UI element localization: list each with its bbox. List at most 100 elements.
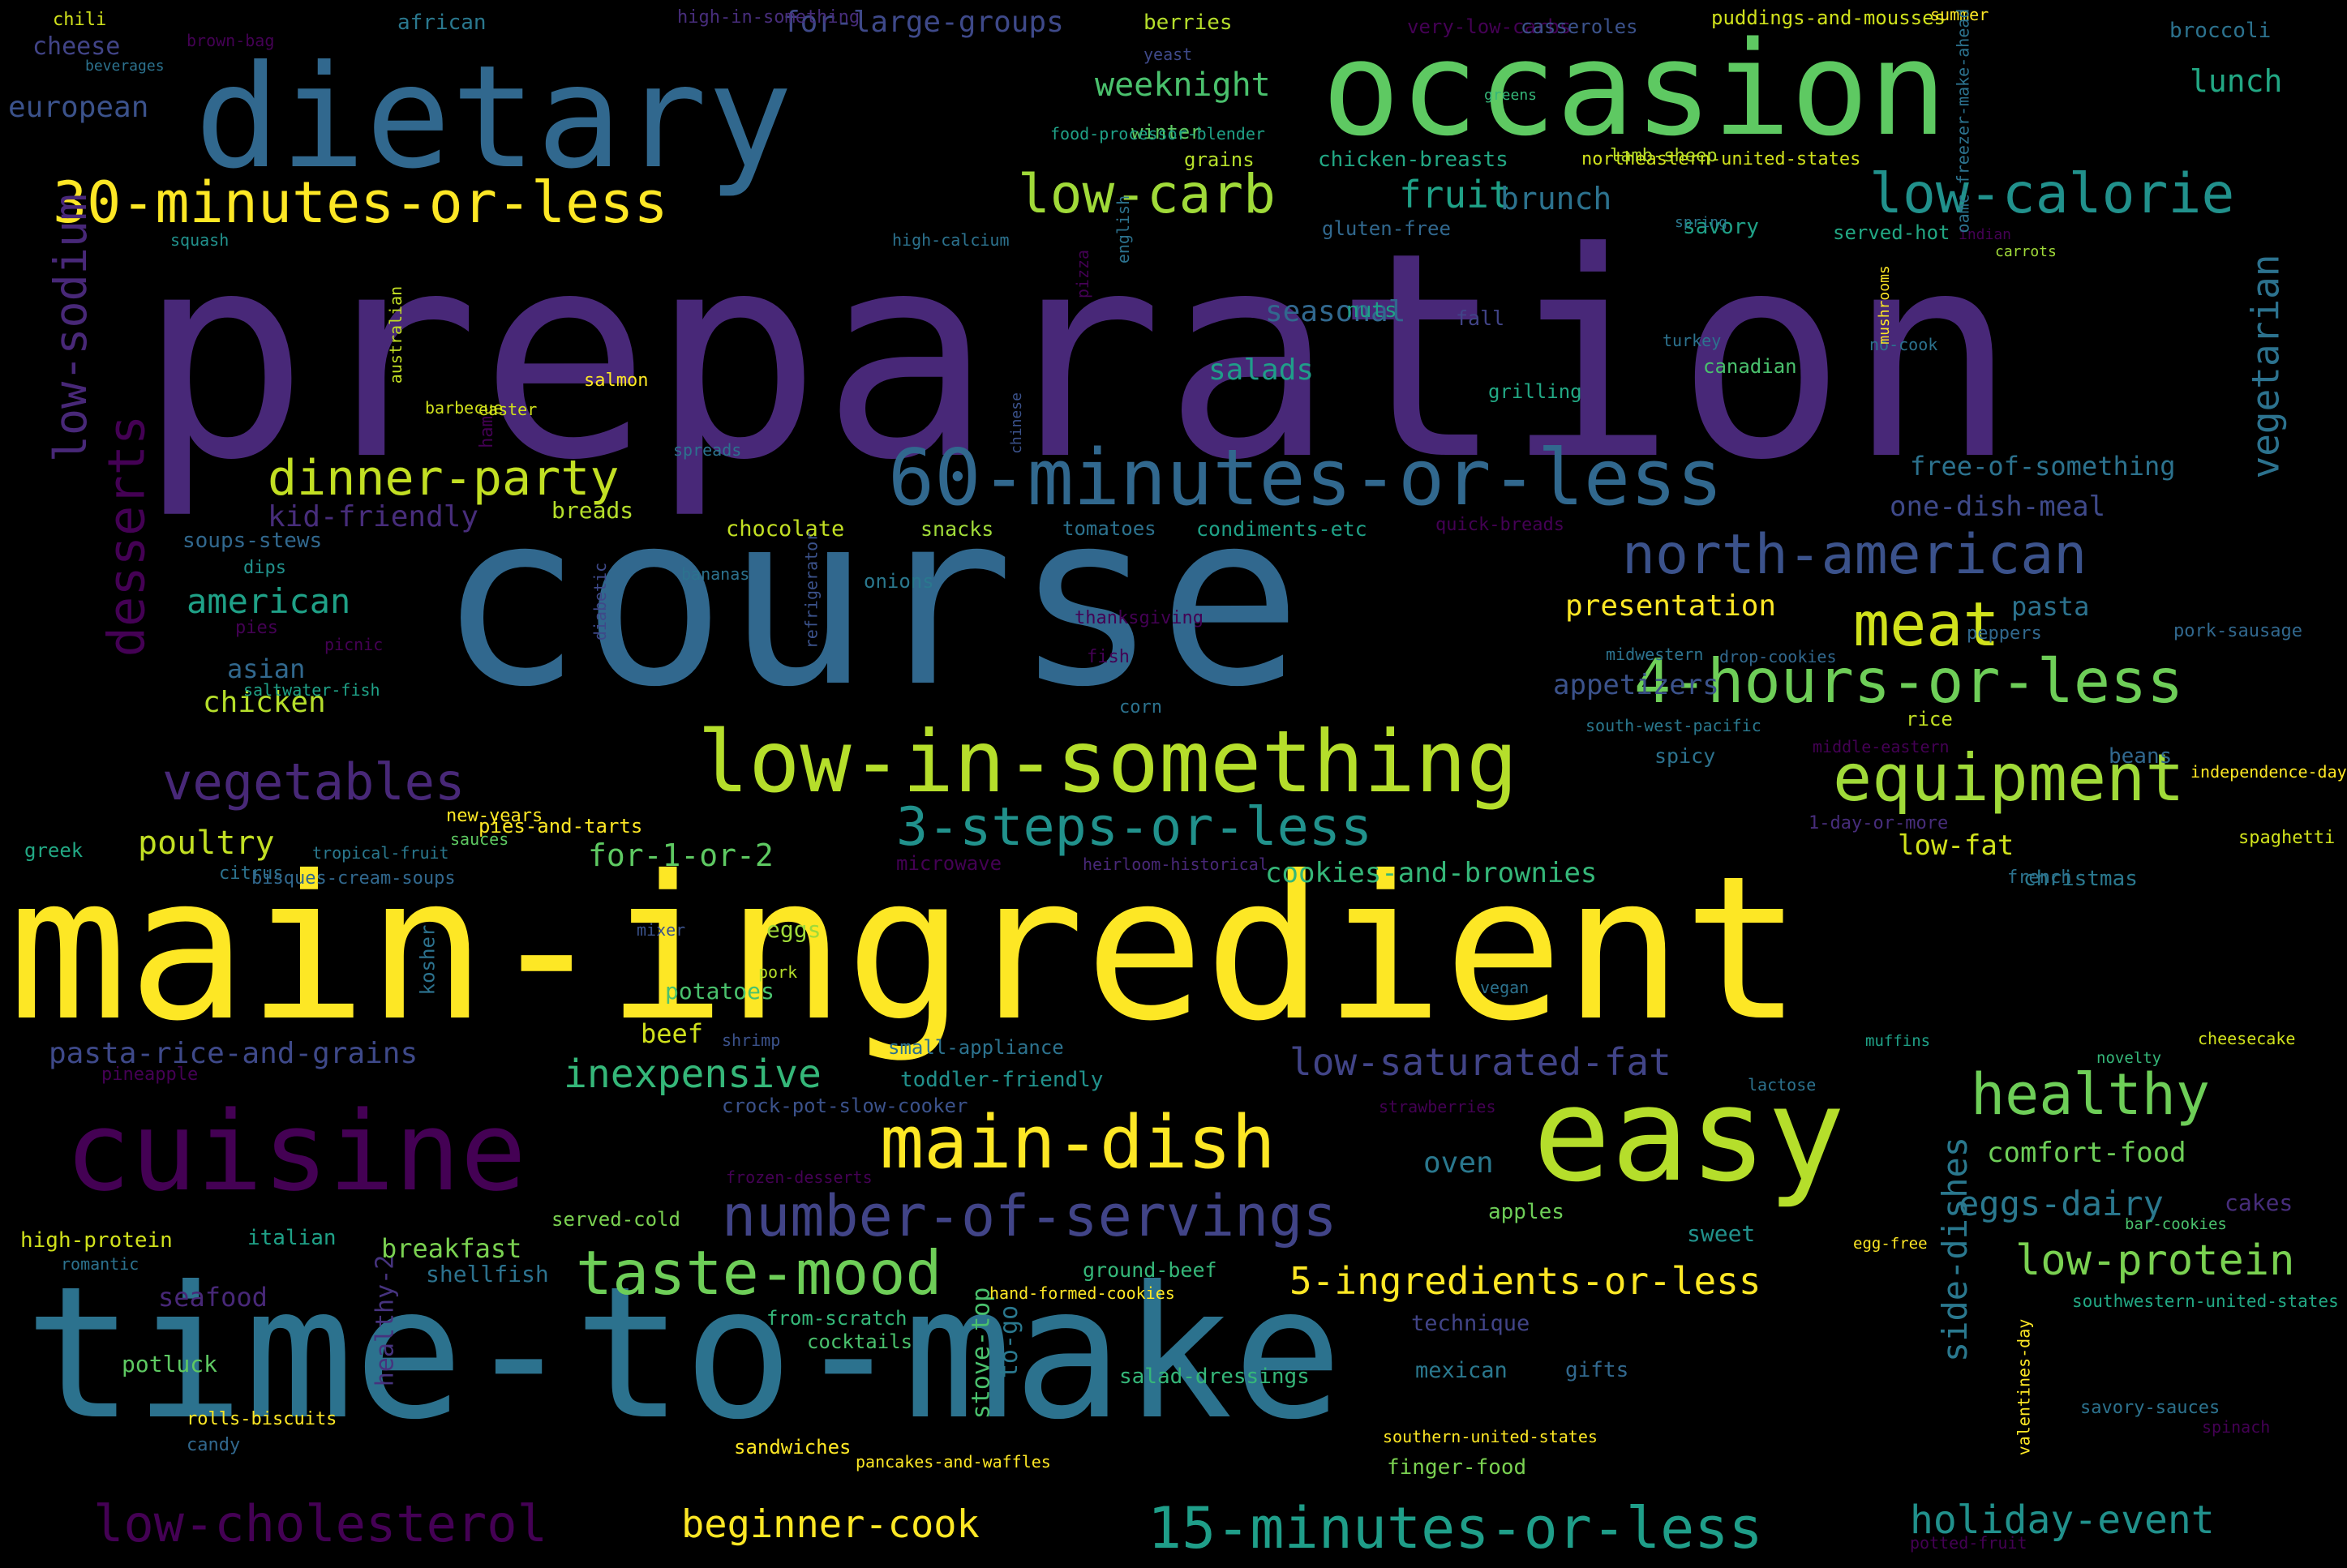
- word-40: brunch: [1500, 181, 1612, 216]
- word-48: one-dish-meal: [1890, 491, 2106, 523]
- word-177: yeast: [1143, 45, 1193, 64]
- word-88: fall: [1456, 306, 1505, 330]
- word-75: sweet: [1687, 1220, 1756, 1247]
- word-100: italian: [247, 1226, 337, 1250]
- word-169: african: [397, 11, 487, 35]
- word-14: taste-mood: [576, 1236, 942, 1309]
- word-195: barbecue: [425, 398, 504, 418]
- word-15: low-calorie: [1869, 162, 2235, 226]
- word-34: desserts: [96, 414, 156, 657]
- word-160: lactose: [1748, 1075, 1817, 1095]
- word-31: inexpensive: [564, 1052, 822, 1097]
- word-166: chili: [53, 10, 107, 30]
- word-176: broccoli: [2169, 19, 2272, 43]
- word-174: puddings-and-mousses: [1711, 6, 1946, 29]
- word-124: microwave: [896, 852, 1002, 875]
- word-179: food-processor-blender: [1050, 124, 1265, 144]
- word-123: tropical-fruit: [312, 843, 449, 863]
- word-76: cakes: [2225, 1189, 2293, 1216]
- word-133: drop-cookies: [1719, 647, 1837, 666]
- word-94: onions: [864, 570, 934, 593]
- word-12: main-dish: [880, 1100, 1276, 1185]
- word-73: stove-top: [966, 1287, 995, 1419]
- word-114: vegan: [1480, 978, 1530, 997]
- word-16: north-american: [1622, 523, 2087, 587]
- word-8: low-in-something: [697, 712, 1518, 812]
- word-116: gifts: [1565, 1358, 1629, 1382]
- word-181: lamb-sheep: [1610, 146, 1718, 166]
- word-49: free-of-something: [1910, 451, 2176, 482]
- word-19: 3-steps-or-less: [896, 796, 1372, 858]
- word-171: berries: [1143, 11, 1233, 35]
- word-108: southwestern-united-states: [2072, 1291, 2339, 1311]
- word-69: cheese: [32, 32, 121, 61]
- word-142: diabetic: [590, 562, 611, 641]
- word-106: ground-beef: [1083, 1257, 1217, 1282]
- word-185: squash: [170, 230, 230, 250]
- word-70: chocolate: [726, 516, 845, 542]
- word-89: canadian: [1703, 355, 1797, 378]
- word-145: saltwater-fish: [243, 680, 380, 700]
- word-30: beginner-cook: [681, 1502, 980, 1547]
- word-132: south-west-pacific: [1585, 716, 1761, 735]
- word-125: heirloom-historical: [1083, 855, 1268, 874]
- word-130: independence-day: [2190, 762, 2347, 782]
- word-165: pancakes-and-waffles: [856, 1452, 1051, 1472]
- word-137: thanksgiving: [1075, 608, 1204, 628]
- word-172: very-low-carbs: [1407, 15, 1572, 38]
- word-42: european: [8, 91, 149, 124]
- word-191: no-cook: [1869, 335, 1938, 354]
- word-184: oamc-freezer-make-ahead: [1952, 8, 1972, 233]
- word-152: pineapple: [101, 1065, 199, 1085]
- word-35: vegetarian: [2242, 254, 2287, 478]
- word-78: technique: [1411, 1310, 1530, 1336]
- word-5: occasion: [1322, 13, 1947, 165]
- word-3: time-to-make: [24, 1247, 1343, 1460]
- word-153: frozen-desserts: [726, 1167, 873, 1187]
- word-190: turkey: [1663, 331, 1722, 350]
- word-121: sauces: [450, 829, 509, 849]
- word-117: salad-dressings: [1119, 1365, 1310, 1389]
- word-197: spreads: [673, 440, 742, 460]
- word-66: seafood: [158, 1282, 268, 1313]
- word-136: pork-sausage: [2173, 621, 2302, 641]
- word-95: quick-breads: [1435, 515, 1564, 535]
- word-38: for-large-groups: [783, 6, 1064, 39]
- word-96: spicy: [1654, 743, 1716, 768]
- word-43: seasonal: [1265, 295, 1406, 328]
- word-168: beverages: [85, 58, 165, 75]
- word-0: preparation: [138, 191, 2018, 522]
- word-111: novelty: [2096, 1048, 2162, 1067]
- word-72: soups-stews: [182, 529, 323, 553]
- word-37: weeknight: [1095, 66, 1271, 104]
- word-50: appetizers: [1553, 669, 1719, 701]
- word-151: shrimp: [722, 1030, 781, 1050]
- word-118: southern-united-states: [1383, 1427, 1598, 1446]
- word-93: snacks: [920, 516, 994, 541]
- word-120: new-years: [446, 806, 543, 826]
- word-115: apples: [1488, 1200, 1564, 1224]
- word-61: chicken: [203, 686, 326, 719]
- word-199: ham: [476, 416, 497, 448]
- word-7: easy: [1533, 1059, 1846, 1210]
- word-10: 30-minutes-or-less: [53, 169, 668, 236]
- word-182: spring: [1675, 214, 1728, 231]
- word-22: healthy: [1971, 1061, 2211, 1128]
- word-175: summer: [1930, 5, 1989, 24]
- word-167: brown-bag: [187, 31, 275, 50]
- word-196: easter: [478, 400, 538, 419]
- word-129: spaghetti: [2238, 828, 2336, 848]
- word-1: course: [438, 460, 1302, 739]
- word-161: savory-sauces: [2080, 1398, 2220, 1418]
- word-59: comfort-food: [1987, 1137, 2186, 1169]
- word-156: cocktails: [807, 1330, 913, 1353]
- word-23: low-cholesterol: [93, 1494, 547, 1553]
- word-54: low-fat: [1898, 829, 2014, 862]
- word-68: potluck: [122, 1351, 218, 1377]
- word-187: english: [1113, 195, 1134, 264]
- word-80: sandwiches: [734, 1436, 852, 1459]
- word-104: small-appliance: [888, 1036, 1064, 1059]
- word-99: christmas: [2023, 867, 2138, 891]
- word-155: from-scratch: [766, 1307, 907, 1330]
